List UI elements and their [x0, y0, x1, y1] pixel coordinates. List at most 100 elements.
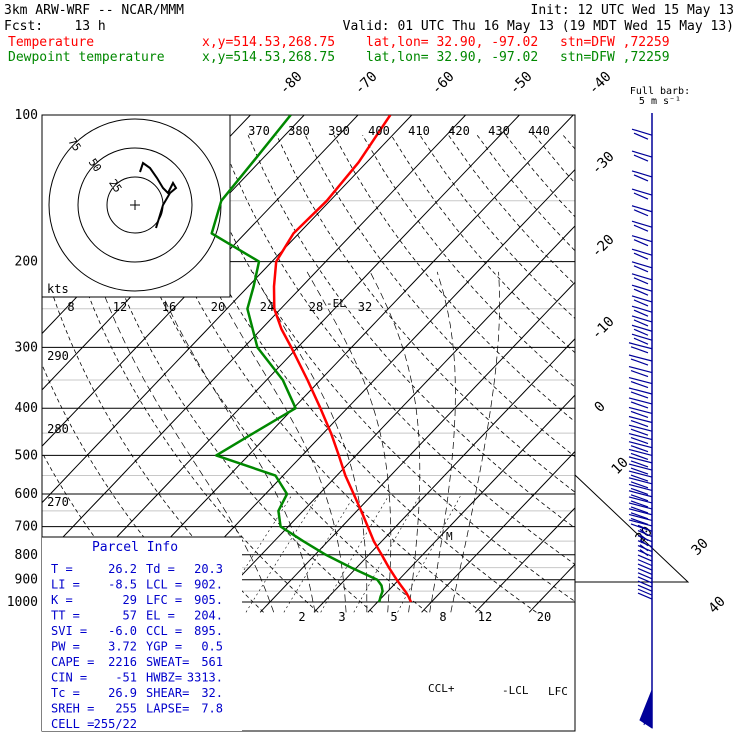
- wind-barb: [637, 563, 653, 571]
- wind-barb: [631, 205, 653, 213]
- wind-barb: [637, 549, 653, 557]
- wind-barb-flag: [630, 460, 649, 468]
- parcel-key-2: HWBZ=: [146, 671, 182, 685]
- skew-wedge: [574, 474, 690, 583]
- wind-barb-flag: [633, 192, 649, 200]
- wind-barb: [628, 415, 653, 424]
- parcel-value-2: 895.: [194, 624, 223, 638]
- hodograph-ring: [77, 147, 193, 263]
- parcel-value: -51: [115, 671, 137, 685]
- wind-barb: [637, 530, 653, 538]
- wind-barb-flag: [630, 445, 649, 453]
- wind-barb-flag: [633, 277, 649, 285]
- pressure-tick-label: 900: [15, 573, 38, 588]
- parcel-box: [42, 537, 242, 731]
- wind-barb: [637, 535, 653, 543]
- wind-barb: [628, 496, 653, 504]
- wind-barb-flag: [633, 132, 649, 140]
- valid-time: Valid: 01 UTC Thu 16 May 13 (19 MDT Wed …: [342, 19, 734, 34]
- isotherm-line: [42, 115, 251, 335]
- parcel-value-2: 902.: [194, 578, 223, 592]
- parcel-key-2: LCL =: [146, 578, 182, 592]
- pressure-tick-label: 400: [15, 401, 38, 416]
- wind-barb-flag: [633, 209, 649, 217]
- wind-scale-label: kts: [47, 282, 69, 296]
- parcel-value-2: 20.3: [194, 562, 223, 576]
- wind-barb: [631, 295, 653, 303]
- legend-dewpoint-latlon: lat,lon= 32.90, -97.02: [366, 50, 539, 65]
- wind-barb-flag: [630, 500, 649, 508]
- pressure-tick-label: 600: [15, 487, 38, 502]
- wind-barb: [628, 477, 653, 485]
- hodograph-trace: [139, 161, 178, 229]
- pressure-tick-label: 500: [15, 448, 38, 463]
- wind-barb: [631, 261, 653, 269]
- dry-adiabat: [190, 135, 575, 602]
- isotherm-line: [42, 115, 466, 560]
- dry-adiabat: [247, 135, 575, 529]
- wind-barb: [637, 545, 653, 553]
- wind-barb: [637, 592, 653, 600]
- wind-barb: [637, 524, 653, 532]
- parcel-key-2: SHEAR=: [146, 686, 189, 700]
- theta-label: 440: [528, 124, 550, 138]
- dry-adiabat: [276, 135, 575, 493]
- dewpoint-profile: [210, 115, 384, 603]
- isotherm-label: -30: [589, 149, 618, 178]
- theta-label: 410: [408, 124, 430, 138]
- theta-label: 390: [328, 124, 350, 138]
- theta-label: 400: [368, 124, 390, 138]
- legend-dewpoint-name: Dewpoint temperature: [8, 50, 165, 65]
- full-barb-unit: 5 m s⁻¹: [639, 96, 681, 107]
- parcel-key: CIN =: [51, 671, 87, 685]
- parcel-value: 3.72: [108, 640, 137, 654]
- wind-barb: [628, 387, 653, 395]
- wind-barb: [631, 315, 653, 323]
- wind-barb: [637, 588, 653, 596]
- parcel-value: 26.2: [108, 562, 137, 576]
- wind-barb-flag: [630, 437, 649, 445]
- pressure-tick-label: 800: [15, 548, 38, 563]
- wind-barb: [628, 508, 653, 516]
- pressure-tick-label: 100: [15, 108, 38, 123]
- dry-adiabat: [304, 135, 575, 458]
- theta-label: 420: [448, 124, 470, 138]
- theta-low-label: 270: [47, 495, 69, 509]
- dry-adiabat: [333, 135, 575, 423]
- moist-adiabat: [429, 271, 456, 613]
- mixing-ratio-line: [217, 493, 293, 613]
- wind-barb: [631, 333, 653, 341]
- init-time: Init: 12 UTC Wed 15 May 13: [530, 3, 735, 18]
- mixing-ratio-label: 8: [439, 610, 446, 624]
- theta-low-label: 280: [47, 422, 69, 436]
- wind-barb: [631, 235, 653, 243]
- moist-adiabat: [306, 271, 392, 613]
- wind-barb-flag: [633, 174, 649, 182]
- fcst-value: 13 h: [74, 19, 106, 34]
- wind-barb-flag: [630, 487, 649, 495]
- isotherm-line: [42, 115, 359, 447]
- wind-barb: [628, 513, 653, 522]
- wind-barb-flag: [633, 328, 649, 336]
- wind-barb: [631, 150, 653, 158]
- parcel-key: PW =: [51, 640, 80, 654]
- wind-barb-flag: [633, 239, 649, 247]
- wind-barb-flag: [630, 506, 649, 514]
- legend-dewpoint-stn: stn=DFW ,72259: [560, 50, 670, 65]
- wind-barb: [628, 490, 653, 498]
- isotherm-label: 10: [609, 455, 632, 478]
- dry-adiabat: [219, 135, 575, 565]
- wind-barb: [628, 397, 653, 405]
- parcel-value: 29: [123, 593, 137, 607]
- wind-barb: [631, 188, 653, 196]
- parcel-key: TT =: [51, 609, 80, 623]
- isotherm-line: [475, 507, 575, 613]
- wind-barb: [628, 502, 653, 510]
- wind-barb-flag: [630, 481, 649, 489]
- wind-scale-tick-label: 24: [260, 300, 274, 314]
- legend-temperature-name: Temperature: [8, 35, 95, 50]
- wind-barb: [628, 483, 653, 491]
- moist-adiabat: [369, 271, 421, 613]
- theta-low-label: 290: [47, 349, 69, 363]
- wind-barb-flag: [630, 428, 649, 436]
